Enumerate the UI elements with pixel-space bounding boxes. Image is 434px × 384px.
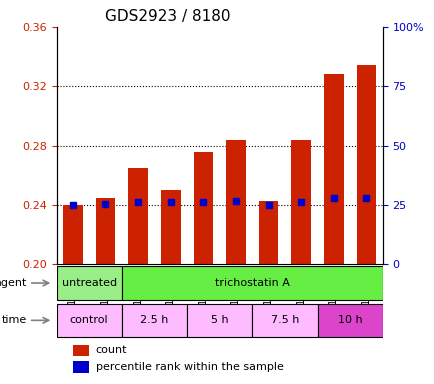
Text: 7.5 h: 7.5 h [270, 315, 299, 325]
FancyBboxPatch shape [122, 266, 382, 300]
Bar [128, 168, 148, 264]
Bar [193, 152, 213, 264]
Text: 10 h: 10 h [337, 315, 362, 325]
Text: percentile rank within the sample: percentile rank within the sample [95, 362, 283, 372]
Text: GDS2923 / 8180: GDS2923 / 8180 [105, 9, 230, 24]
Text: trichostatin A: trichostatin A [214, 278, 289, 288]
FancyBboxPatch shape [122, 303, 187, 337]
FancyBboxPatch shape [252, 303, 317, 337]
Text: count: count [95, 345, 127, 355]
FancyBboxPatch shape [317, 303, 382, 337]
Text: 5 h: 5 h [210, 315, 228, 325]
FancyBboxPatch shape [56, 303, 122, 337]
FancyBboxPatch shape [187, 303, 252, 337]
Bar [291, 140, 310, 264]
Bar [258, 200, 278, 264]
Bar [73, 344, 89, 356]
Bar [95, 198, 115, 264]
Bar [73, 361, 89, 372]
Text: time: time [2, 315, 27, 325]
Bar [63, 205, 82, 264]
Bar [323, 74, 343, 264]
FancyBboxPatch shape [56, 266, 122, 300]
Bar [356, 65, 375, 264]
Text: control: control [70, 315, 108, 325]
Bar [161, 190, 180, 264]
Text: agent: agent [0, 278, 27, 288]
Text: untreated: untreated [62, 278, 116, 288]
Bar [226, 140, 245, 264]
Text: 2.5 h: 2.5 h [140, 315, 168, 325]
